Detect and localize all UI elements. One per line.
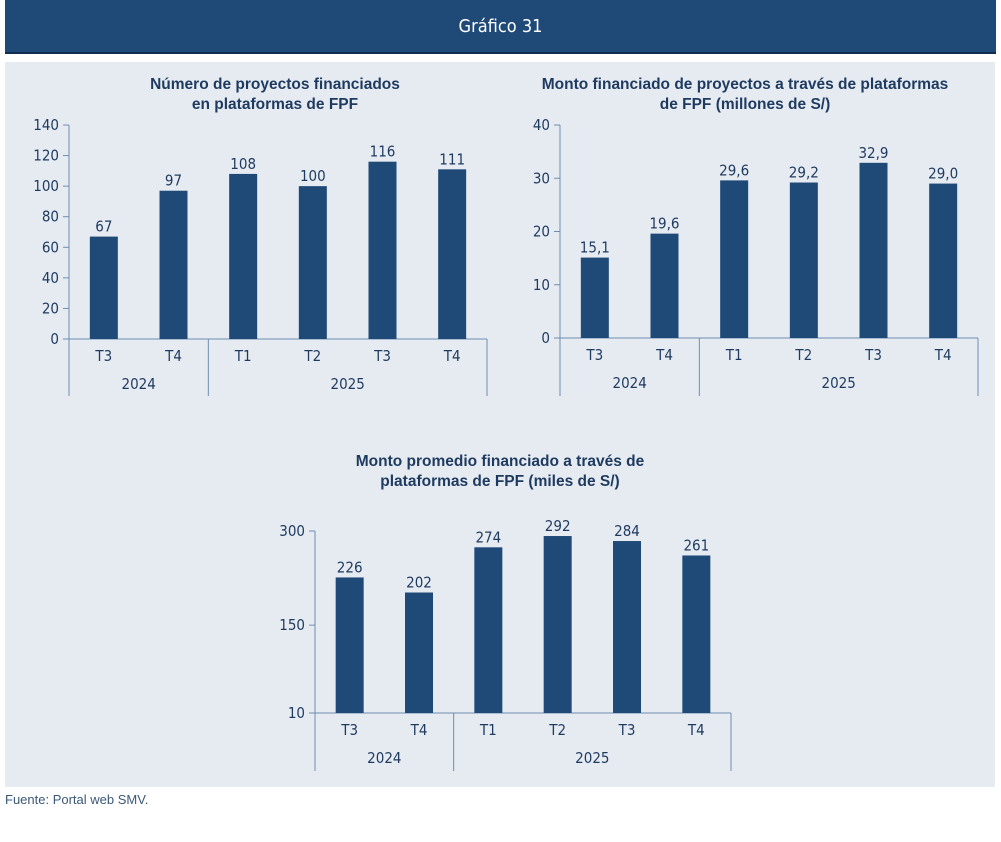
y-tick-label: 60 bbox=[42, 238, 59, 256]
year-group-label: 2024 bbox=[121, 375, 155, 393]
figure-title: Gráfico 31 bbox=[458, 15, 543, 37]
bar bbox=[298, 186, 327, 339]
data-label: 108 bbox=[230, 155, 256, 173]
y-tick-label: 40 bbox=[42, 269, 59, 287]
bar bbox=[438, 169, 467, 339]
y-tick-label: 80 bbox=[42, 208, 59, 226]
x-tick-label: T1 bbox=[234, 347, 252, 365]
figure-header: Gráfico 31 bbox=[5, 0, 996, 54]
data-label: 97 bbox=[165, 172, 182, 190]
y-tick-label: 100 bbox=[33, 177, 59, 195]
y-tick-label: 0 bbox=[50, 330, 59, 348]
x-tick-label: T4 bbox=[443, 347, 461, 365]
x-tick-label: T4 bbox=[164, 347, 182, 365]
bar bbox=[368, 161, 397, 339]
chart3-title: Monto promedio financiado a través de pl… bbox=[355, 453, 645, 490]
data-label: 116 bbox=[370, 143, 396, 161]
chart2-title: Monto financiado de proyectos a través d… bbox=[541, 76, 949, 113]
x-tick-label: T2 bbox=[303, 347, 321, 365]
data-label: 111 bbox=[439, 150, 465, 168]
y-tick-label: 120 bbox=[33, 147, 59, 165]
data-label: 100 bbox=[300, 167, 326, 185]
bar bbox=[89, 236, 118, 339]
data-label: 67 bbox=[95, 218, 112, 236]
bar bbox=[159, 190, 188, 339]
y-tick-label: 20 bbox=[42, 299, 59, 317]
bar bbox=[229, 173, 258, 339]
x-tick-label: T3 bbox=[94, 347, 112, 365]
y-tick-label: 140 bbox=[33, 116, 59, 134]
x-tick-label: T3 bbox=[373, 347, 391, 365]
year-group-label: 2025 bbox=[330, 375, 364, 393]
source-note: Fuente: Portal web SMV. bbox=[5, 792, 149, 807]
chart1-title: Número de proyectos financiados en plata… bbox=[150, 76, 400, 113]
